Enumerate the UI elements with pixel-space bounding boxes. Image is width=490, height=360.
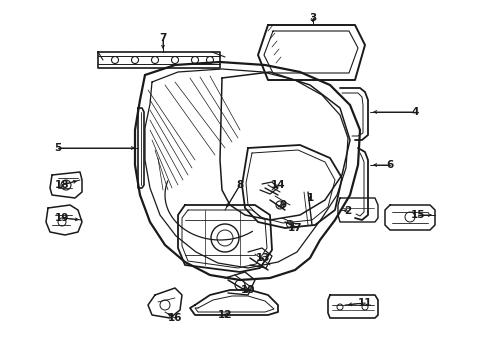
Text: 15: 15 — [411, 210, 425, 220]
Text: 16: 16 — [168, 313, 182, 323]
Text: 2: 2 — [344, 206, 352, 216]
Text: 5: 5 — [54, 143, 62, 153]
Text: 1: 1 — [306, 193, 314, 203]
Text: 3: 3 — [309, 13, 317, 23]
Text: 12: 12 — [218, 310, 232, 320]
Text: 14: 14 — [270, 180, 285, 190]
Text: 10: 10 — [241, 285, 255, 295]
Text: 7: 7 — [159, 33, 167, 43]
Text: 13: 13 — [256, 253, 270, 263]
Text: 9: 9 — [279, 200, 287, 210]
Text: 19: 19 — [55, 213, 69, 223]
Text: 18: 18 — [55, 180, 69, 190]
Text: 8: 8 — [236, 180, 244, 190]
Text: 17: 17 — [288, 223, 302, 233]
Text: 11: 11 — [358, 298, 372, 308]
Text: 4: 4 — [411, 107, 418, 117]
Text: 6: 6 — [387, 160, 393, 170]
